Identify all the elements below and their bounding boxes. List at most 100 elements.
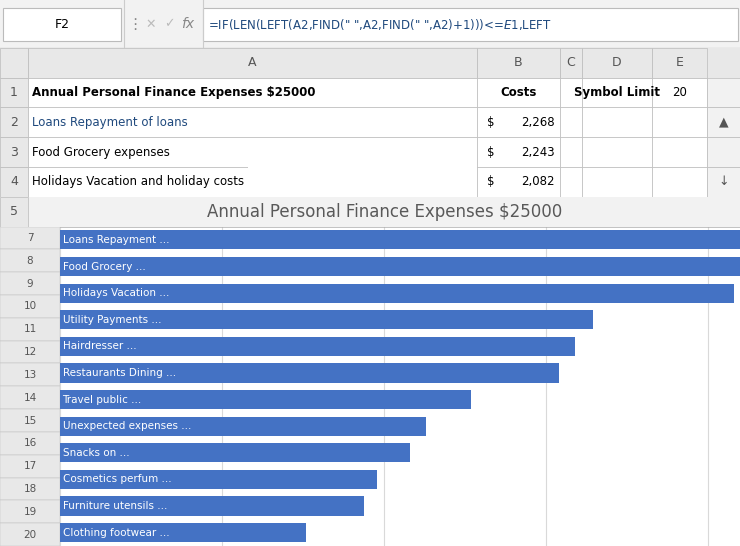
Bar (707, 108, 740, 137)
Text: Costs: Costs (500, 86, 536, 99)
Text: 11: 11 (24, 324, 36, 334)
Bar (203, 8, 738, 41)
Bar (560, 137, 582, 167)
Bar (60, 337, 575, 356)
Text: Holidays Vacation and holiday costs: Holidays Vacation and holiday costs (32, 175, 244, 188)
Bar (28, 108, 477, 137)
Bar (0, 272, 60, 295)
Text: 20: 20 (24, 530, 36, 539)
Text: $: $ (487, 175, 494, 188)
Text: D: D (612, 56, 622, 69)
Bar (248, 167, 477, 197)
Bar (652, 48, 707, 78)
Text: fx: fx (181, 17, 195, 31)
Text: Travel public ...: Travel public ... (63, 395, 142, 405)
Text: =IF(LEN(LEFT(A2,FIND(" ",A2,FIND(" ",A2)+1)))<=$E$1,LEFT: =IF(LEN(LEFT(A2,FIND(" ",A2,FIND(" ",A2)… (208, 16, 552, 32)
Text: Symbol Limit: Symbol Limit (574, 86, 660, 99)
Text: 9: 9 (27, 278, 33, 289)
Bar (582, 137, 652, 167)
Bar (0, 364, 60, 387)
Bar (0, 167, 28, 197)
Bar (28, 137, 477, 167)
Text: Unexpected expenses ...: Unexpected expenses ... (63, 421, 191, 431)
Text: 2,082: 2,082 (522, 175, 555, 188)
Bar (0, 523, 60, 546)
Bar (0, 250, 60, 272)
Text: 7: 7 (27, 233, 33, 243)
Text: Holidays Vacation ...: Holidays Vacation ... (63, 288, 169, 298)
Text: ↓: ↓ (719, 175, 729, 188)
Bar (477, 137, 560, 167)
Text: 20: 20 (672, 86, 687, 99)
Text: ✓: ✓ (164, 17, 174, 31)
Bar (582, 108, 652, 137)
Text: Furniture utensils ...: Furniture utensils ... (63, 501, 167, 511)
Text: 5: 5 (10, 205, 18, 218)
Text: F2: F2 (55, 17, 70, 31)
Text: ⋮: ⋮ (127, 16, 143, 32)
Text: Loans Repayment of loans: Loans Repayment of loans (32, 116, 188, 129)
Bar (560, 78, 582, 108)
Text: 3: 3 (10, 145, 18, 158)
Bar (707, 137, 740, 167)
Text: $-: $- (55, 233, 66, 242)
Text: 19: 19 (24, 507, 36, 517)
Text: Snacks on ...: Snacks on ... (63, 448, 130, 458)
Bar (0, 387, 60, 409)
Bar (3, 8, 121, 41)
Bar (60, 443, 410, 462)
Bar (477, 48, 560, 78)
Text: Food Grocery expenses: Food Grocery expenses (32, 145, 170, 158)
Bar (582, 167, 652, 197)
Text: E: E (676, 56, 684, 69)
Text: 2,243: 2,243 (522, 145, 555, 158)
Bar (0, 197, 28, 227)
Bar (652, 108, 707, 137)
Bar (582, 48, 652, 78)
Text: 4: 4 (10, 175, 18, 188)
Bar (0, 48, 707, 78)
Bar (60, 283, 734, 302)
Text: Loans Repayment ...: Loans Repayment ... (63, 235, 169, 245)
Text: Annual Personal Finance Expenses $25000: Annual Personal Finance Expenses $25000 (207, 203, 562, 221)
Bar (0, 478, 60, 500)
Bar (60, 496, 364, 515)
Bar (60, 417, 426, 436)
Text: 13: 13 (24, 370, 36, 380)
Bar (60, 523, 306, 542)
Bar (0, 432, 60, 455)
Bar (28, 167, 477, 197)
Text: Annual Personal Finance Expenses $25000: Annual Personal Finance Expenses $25000 (32, 86, 315, 99)
Bar (560, 167, 582, 197)
Bar (477, 78, 560, 108)
Bar (0, 227, 60, 250)
Bar (707, 78, 740, 108)
Text: Hairdresser ...: Hairdresser ... (63, 341, 136, 352)
Text: ▲: ▲ (719, 116, 728, 129)
Bar (0, 227, 28, 248)
Bar (477, 108, 560, 137)
Text: B: B (514, 56, 523, 69)
Text: 18: 18 (24, 484, 36, 494)
Text: $1,000: $1,000 (360, 233, 398, 242)
Bar (60, 364, 559, 383)
Bar (707, 48, 740, 78)
Text: $2,000: $2,000 (679, 233, 717, 242)
Bar (560, 48, 582, 78)
Bar (652, 167, 707, 197)
Bar (0, 78, 28, 108)
Bar (707, 167, 740, 197)
Text: Clothing footwear ...: Clothing footwear ... (63, 527, 169, 538)
Bar (60, 470, 377, 489)
Text: Cosmetics perfum ...: Cosmetics perfum ... (63, 474, 171, 484)
Bar (0, 108, 28, 137)
Text: A: A (248, 56, 257, 69)
Text: 16: 16 (24, 438, 36, 448)
Text: 1: 1 (10, 86, 18, 99)
Bar (0, 48, 28, 78)
Bar (0, 455, 60, 478)
Bar (0, 295, 60, 318)
Text: $500: $500 (206, 233, 234, 242)
Text: 10: 10 (24, 301, 36, 311)
Text: 2,268: 2,268 (522, 116, 555, 129)
